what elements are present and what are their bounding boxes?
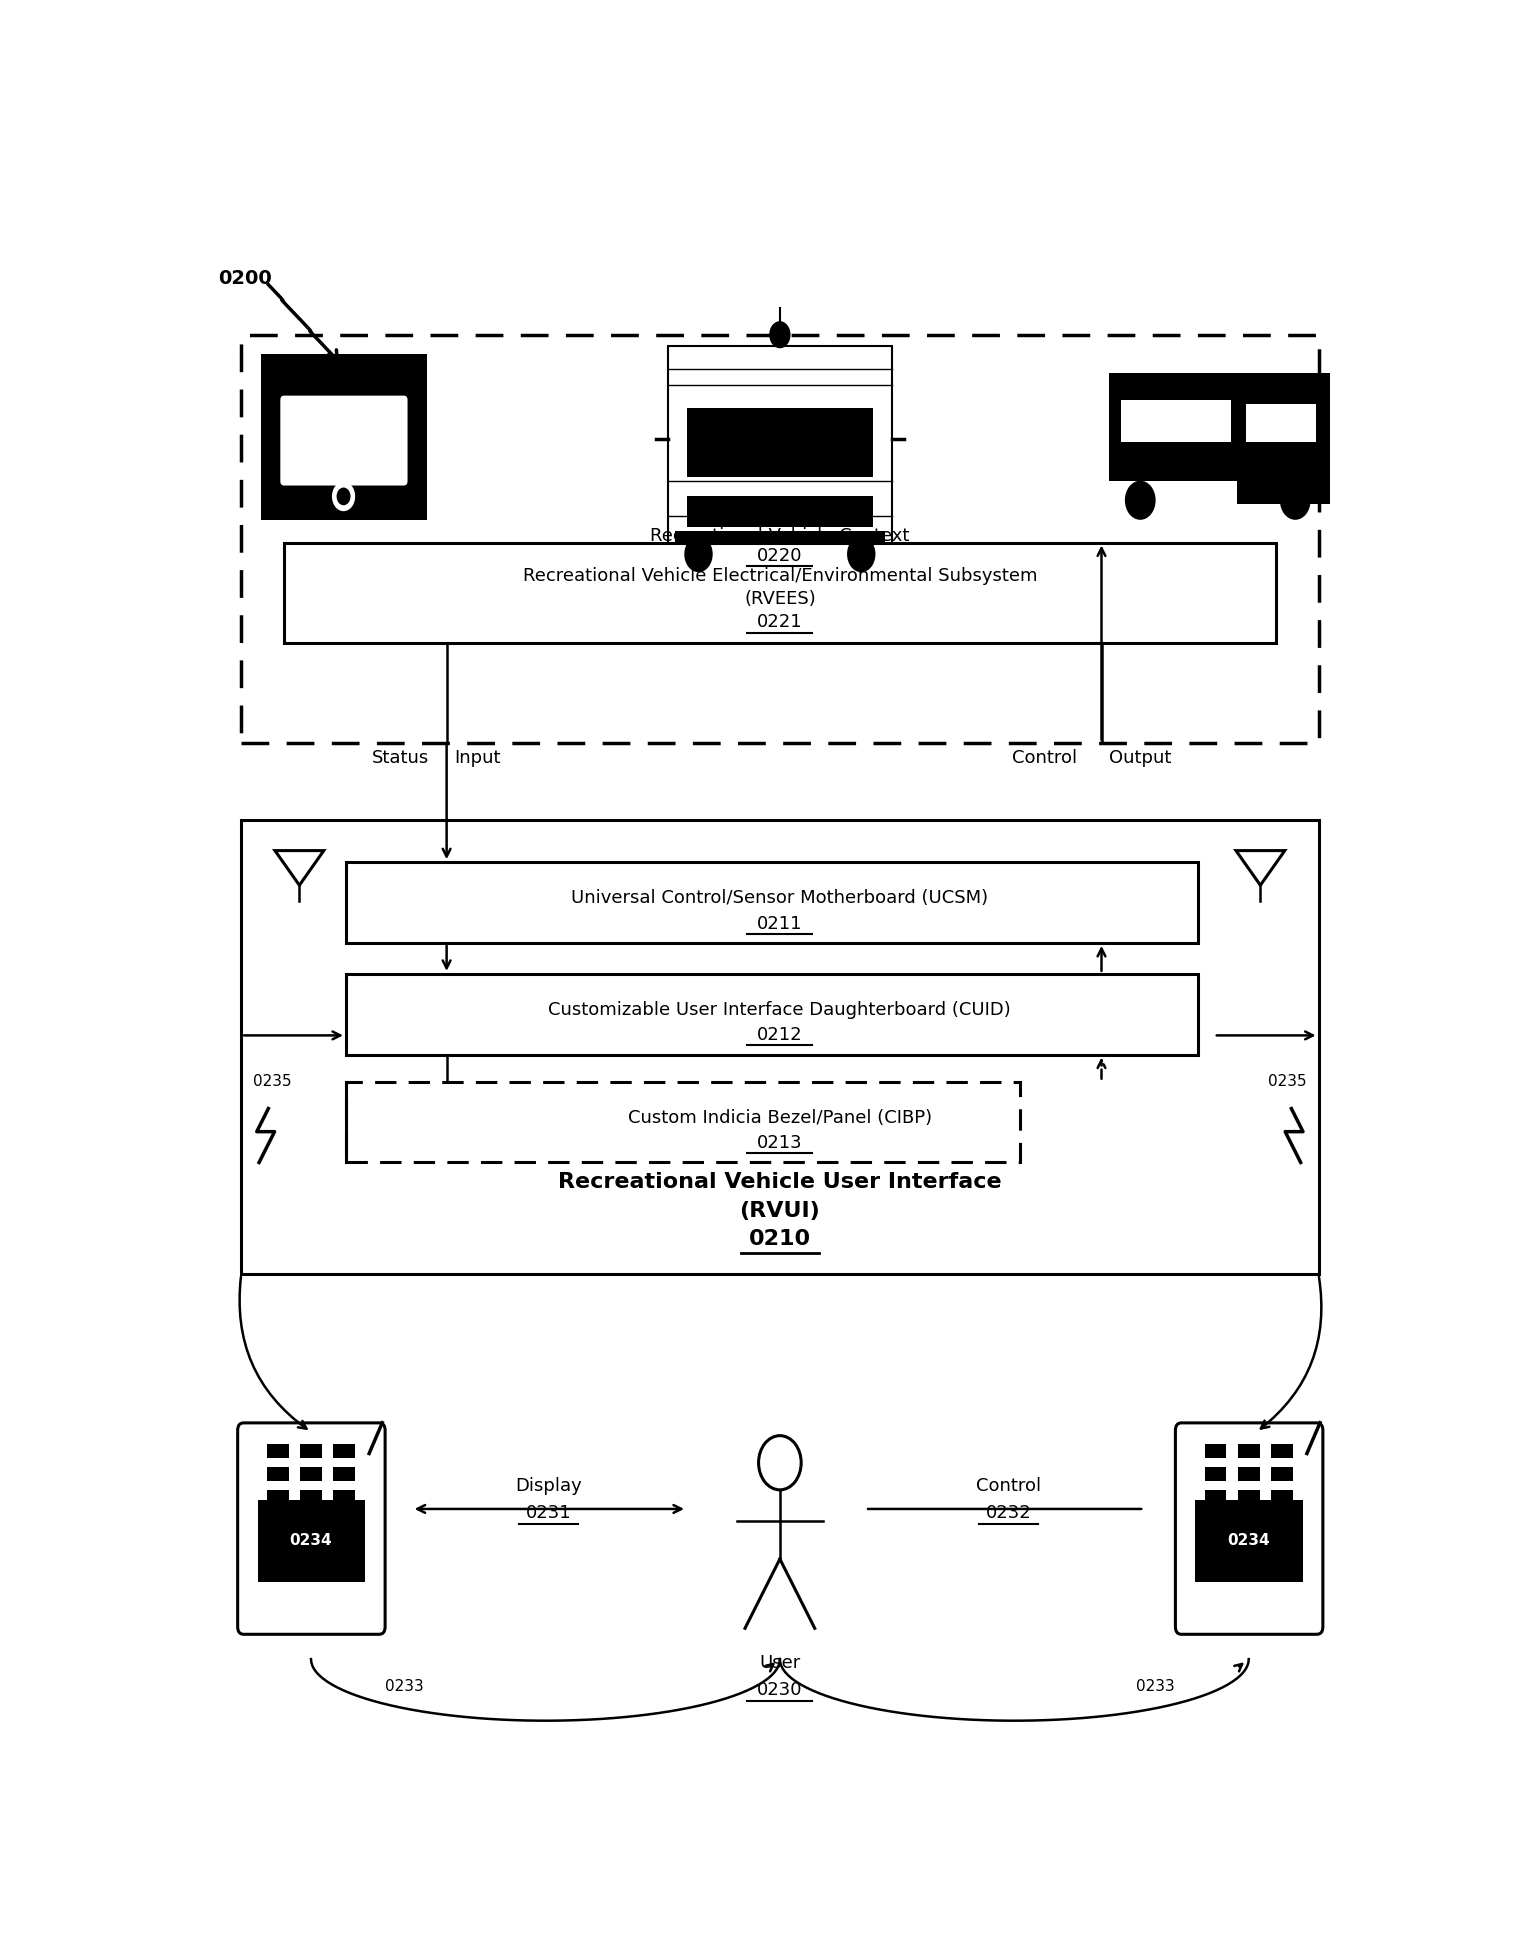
Bar — [267, 1490, 289, 1503]
Text: 0233: 0233 — [1136, 1679, 1176, 1693]
Circle shape — [684, 536, 713, 573]
Bar — [301, 1468, 322, 1482]
Circle shape — [336, 487, 351, 504]
Bar — [675, 532, 884, 545]
Bar — [301, 1445, 322, 1458]
Bar — [1238, 1513, 1260, 1527]
Circle shape — [1280, 481, 1310, 520]
Text: 0235: 0235 — [1269, 1073, 1307, 1089]
Text: 0212: 0212 — [757, 1026, 803, 1044]
Text: 0230: 0230 — [757, 1681, 803, 1699]
Text: 0235: 0235 — [253, 1073, 292, 1089]
Circle shape — [1125, 481, 1156, 520]
Text: Output: Output — [1109, 749, 1171, 766]
Bar — [687, 497, 873, 528]
Text: (RVEES): (RVEES) — [744, 590, 815, 608]
Bar — [292, 409, 327, 438]
Bar — [1205, 1445, 1226, 1458]
Bar — [1246, 405, 1316, 442]
Text: Status: Status — [373, 749, 429, 766]
Bar — [1270, 1513, 1293, 1527]
Text: Recreational Vehicle Electrical/Environmental Subsystem: Recreational Vehicle Electrical/Environm… — [522, 567, 1037, 585]
Bar — [347, 862, 1199, 942]
Text: Universal Control/Sensor Motherboard (UCSM): Universal Control/Sensor Motherboard (UC… — [571, 890, 988, 907]
Bar — [1270, 1445, 1293, 1458]
Text: 0213: 0213 — [757, 1134, 803, 1151]
Text: 0210: 0210 — [748, 1230, 811, 1249]
Bar — [333, 1445, 356, 1458]
Bar — [301, 1513, 322, 1527]
Text: 0231: 0231 — [527, 1503, 571, 1521]
Text: Custom Indicia Bezel/Panel (CIBP): Custom Indicia Bezel/Panel (CIBP) — [628, 1108, 931, 1126]
Text: Display: Display — [516, 1476, 582, 1496]
Bar — [258, 1499, 365, 1582]
Bar — [1121, 401, 1231, 442]
Bar — [687, 409, 873, 477]
Text: User: User — [759, 1654, 800, 1672]
Text: 0200: 0200 — [218, 270, 272, 287]
Bar — [267, 1513, 289, 1527]
Bar — [1196, 1499, 1303, 1582]
Bar — [347, 974, 1199, 1054]
Text: Recreational Vehicle User Interface: Recreational Vehicle User Interface — [557, 1171, 1002, 1193]
Bar — [1270, 1490, 1293, 1503]
Text: Customizable User Interface Daughterboard (CUID): Customizable User Interface Daughterboar… — [548, 1001, 1011, 1019]
FancyBboxPatch shape — [238, 1423, 385, 1634]
Polygon shape — [1235, 850, 1284, 886]
Circle shape — [331, 481, 356, 510]
Bar — [347, 1081, 1020, 1163]
Text: 0220: 0220 — [757, 547, 803, 565]
FancyBboxPatch shape — [281, 395, 408, 485]
Text: 0234: 0234 — [1228, 1533, 1270, 1548]
Text: Recreational Vehicle Context: Recreational Vehicle Context — [651, 528, 910, 545]
Text: Input: Input — [455, 749, 501, 766]
Circle shape — [847, 536, 875, 573]
Bar — [1237, 389, 1330, 504]
Text: 0234: 0234 — [290, 1533, 333, 1548]
Text: 0233: 0233 — [385, 1679, 423, 1693]
Bar — [1238, 1490, 1260, 1503]
Circle shape — [759, 1435, 802, 1490]
Bar — [1238, 1445, 1260, 1458]
Text: 0221: 0221 — [757, 614, 803, 631]
Bar — [1205, 1468, 1226, 1482]
Bar — [1270, 1468, 1293, 1482]
Text: Control: Control — [1011, 749, 1077, 766]
Bar — [337, 409, 373, 438]
Bar — [284, 543, 1277, 643]
Bar — [1238, 1468, 1260, 1482]
Bar — [267, 1445, 289, 1458]
Bar — [301, 1490, 322, 1503]
Text: 0232: 0232 — [985, 1503, 1031, 1521]
Bar — [333, 1513, 356, 1527]
Circle shape — [770, 321, 791, 348]
Bar — [241, 819, 1318, 1275]
Bar — [333, 1468, 356, 1482]
FancyBboxPatch shape — [1176, 1423, 1322, 1634]
Bar — [267, 1468, 289, 1482]
Text: (RVUI): (RVUI) — [739, 1200, 820, 1222]
Bar — [1109, 373, 1330, 481]
Text: Control: Control — [976, 1476, 1041, 1496]
Bar — [1205, 1490, 1226, 1503]
Bar — [261, 354, 428, 520]
Bar — [1205, 1513, 1226, 1527]
Polygon shape — [275, 850, 324, 886]
Bar — [333, 1490, 356, 1503]
Bar — [241, 334, 1318, 743]
Bar — [667, 346, 892, 549]
Text: 0211: 0211 — [757, 915, 803, 933]
